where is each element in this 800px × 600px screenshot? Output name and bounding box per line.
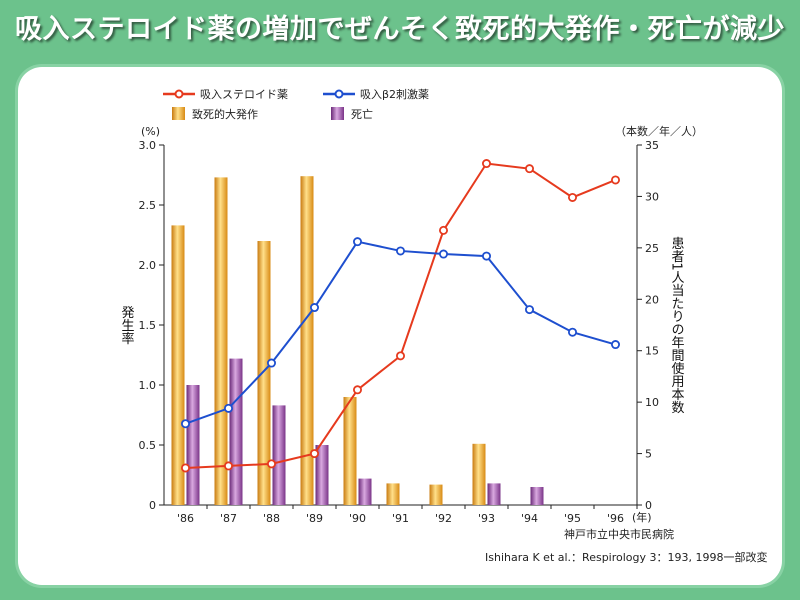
bar-attack [214, 177, 228, 505]
bar-death [186, 385, 200, 505]
bar-death [272, 405, 286, 505]
x-tick-label: '92 [435, 512, 452, 525]
point-beta2 [352, 237, 362, 247]
x-tick-label: '88 [263, 512, 280, 525]
point-steroid [611, 175, 621, 185]
point-steroid [525, 164, 535, 174]
x-tick-label: '95 [564, 512, 581, 525]
point-beta2 [266, 358, 276, 368]
legend-swatch-death [331, 107, 344, 120]
x-tick-label: '86 [177, 512, 194, 525]
data-source: 神戸市立中央市民病院 [564, 527, 674, 541]
x-tick-label: '94 [521, 512, 538, 525]
right-tick-label: 0 [645, 499, 652, 512]
line-steroid [185, 162, 616, 469]
left-tick-label: 2.5 [139, 199, 157, 212]
legend-label-steroid: 吸入ステロイド薬 [200, 88, 288, 101]
left-tick-label: 1.5 [139, 319, 157, 332]
bar-attack [300, 176, 314, 505]
bars [171, 176, 544, 505]
point-beta2 [611, 340, 621, 350]
left-tick-label: 1.0 [139, 379, 157, 392]
point-steroid [309, 449, 319, 459]
left-axis-label: 発生率 [119, 306, 135, 345]
left-axis-unit: (%) [141, 125, 160, 138]
point-beta2 [481, 251, 491, 261]
bar-death [358, 478, 372, 505]
legend-label-attack: 致死的大発作 [192, 107, 258, 121]
left-axis-ticks: 0 0.5 1.0 1.5 2.0 2.5 3.0 [139, 139, 164, 512]
left-tick-label: 3.0 [139, 139, 157, 152]
x-tick-label: '91 [392, 512, 409, 525]
lines [180, 159, 621, 473]
legend-label-death: 死亡 [351, 107, 373, 121]
x-tick-label: '90 [349, 512, 366, 525]
citation: Ishihara K et al.：Respirology 3：193, 199… [485, 550, 768, 564]
point-beta2 [180, 419, 190, 429]
point-beta2 [525, 305, 535, 315]
chart-panel [18, 67, 782, 585]
x-tick-label: '93 [478, 512, 495, 525]
x-axis-ticks: '86 '87 '88 '89 '90 '91 '92 '93 '94 '95 '96 [177, 505, 638, 525]
point-beta2 [395, 246, 405, 256]
bar-death [315, 445, 329, 505]
point-beta2 [223, 403, 233, 413]
point-steroid [223, 461, 233, 471]
point-steroid [438, 225, 448, 235]
bar-death [229, 358, 243, 505]
left-tick-label: 0 [149, 499, 156, 512]
right-tick-label: 20 [645, 293, 659, 306]
bar-attack [386, 483, 400, 505]
right-tick-label: 10 [645, 396, 659, 409]
legend-marker-beta2 [334, 89, 344, 99]
right-tick-label: 5 [645, 448, 652, 461]
point-steroid [568, 192, 578, 202]
bar-death [530, 487, 544, 505]
point-steroid [395, 351, 405, 361]
right-tick-label: 35 [645, 139, 659, 152]
left-tick-label: 2.0 [139, 259, 157, 272]
legend-marker-steroid [174, 89, 184, 99]
right-tick-label: 30 [645, 190, 659, 203]
page-title: 吸入ステロイド薬の増加でぜんそく致死的大発作・死亡が減少 [15, 14, 785, 45]
legend-label-beta2: 吸入β2刺激薬 [360, 87, 429, 101]
right-axis-label: 患者1人当たりの年間使用本数 [669, 236, 685, 414]
point-steroid [352, 385, 362, 395]
point-steroid [180, 463, 190, 473]
x-axis-unit: (年) [632, 510, 652, 524]
bar-attack [257, 241, 271, 505]
left-tick-label: 0.5 [139, 439, 157, 452]
bar-attack [343, 397, 357, 505]
right-tick-label: 15 [645, 345, 659, 358]
right-axis-unit: （本数／年／人） [615, 124, 703, 138]
bar-attack [472, 443, 486, 505]
bar-attack [429, 484, 443, 505]
point-steroid [266, 459, 276, 469]
right-axis-ticks: 0 5 10 15 20 25 30 35 [637, 139, 659, 512]
point-beta2 [568, 327, 578, 337]
x-tick-label: '87 [220, 512, 237, 525]
point-beta2 [309, 303, 319, 313]
x-tick-label: '89 [306, 512, 323, 525]
legend: 吸入ステロイド薬 吸入β2刺激薬 致死的大発作 死亡 [163, 87, 429, 121]
point-beta2 [438, 249, 448, 259]
bar-death [487, 483, 501, 505]
point-steroid [481, 159, 491, 169]
right-tick-label: 25 [645, 242, 659, 255]
legend-swatch-attack [172, 107, 185, 120]
bar-attack [171, 225, 185, 505]
line-beta2 [185, 240, 616, 425]
x-tick-label: '96 [607, 512, 624, 525]
